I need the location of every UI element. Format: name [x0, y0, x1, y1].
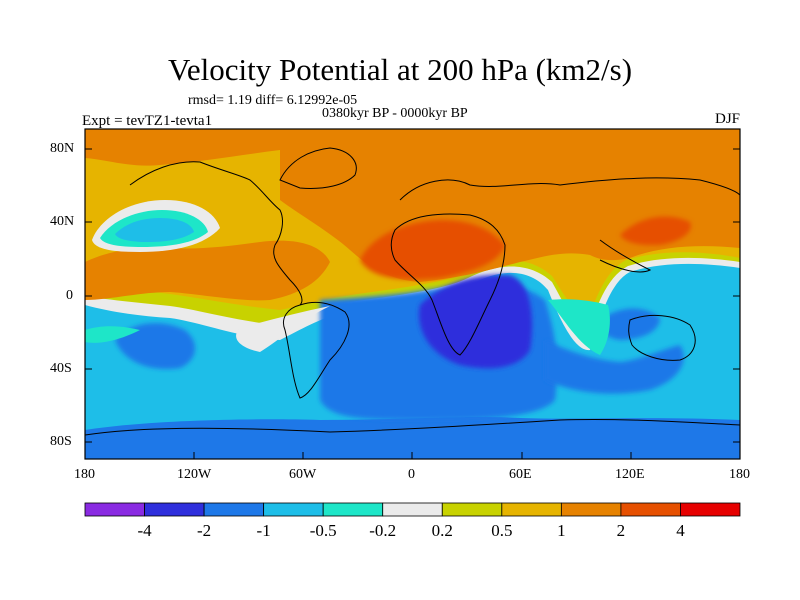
contour-fill: [85, 129, 740, 459]
time-period: 0380kyr BP - 0000kyr BP: [322, 106, 468, 121]
colorbar-label: -1: [256, 521, 271, 540]
field-sa-zero: [236, 306, 330, 352]
lat-tick-label: 40S: [50, 361, 72, 376]
lon-tick-label: 0: [408, 467, 415, 482]
field-level-1-west: [85, 240, 330, 301]
colorbar-label: 4: [676, 521, 685, 540]
tick-marks: [84, 148, 741, 459]
lon-tick-label: 60E: [509, 467, 532, 482]
colorbar-label: 0.5: [491, 521, 513, 540]
field-io-neg02: [548, 299, 610, 355]
lat-tick-label: 80N: [50, 141, 75, 156]
colorbar-swatch: [203, 502, 265, 517]
colorbar-label: -0.2: [369, 521, 397, 540]
colorbar-label: 0.2: [431, 521, 453, 540]
coast-africa: [390, 213, 506, 356]
coast-antarctica: [85, 418, 740, 436]
colorbar-label: 1: [557, 521, 566, 540]
colorbar-swatch: [84, 502, 145, 517]
field-pacific-neg1: [115, 323, 196, 370]
colorbar: [84, 502, 741, 517]
colorbar-swatch: [382, 502, 443, 517]
field-pacific-neg05: [115, 218, 194, 242]
lon-tick-label: 120W: [177, 467, 212, 482]
season-label: DJF: [714, 111, 740, 127]
field-level-2-africa: [360, 220, 505, 280]
coast-north-america: [129, 161, 303, 306]
colorbar-swatch: [441, 502, 503, 517]
rmsd-diff-stats: rmsd= 1.19 diff= 6.12992e-05: [188, 93, 358, 108]
coast-greenland: [279, 147, 357, 189]
lon-tick-label: 180: [729, 467, 750, 482]
lon-tick-label: 180: [74, 467, 95, 482]
coastlines: [85, 147, 740, 436]
colorbar-swatch: [620, 502, 681, 517]
coast-australia: [628, 315, 696, 361]
field-africa-neg2: [419, 274, 533, 369]
lat-tick-label: 40N: [50, 214, 75, 229]
colorbar-label: -4: [137, 521, 152, 540]
colorbar-swatch: [322, 502, 384, 517]
colorbar-swatch: [263, 502, 324, 517]
colorbar-label: -2: [196, 521, 212, 540]
colorbar-swatch: [560, 502, 622, 517]
coast-eurasia: [399, 177, 740, 273]
colorbar-swatch: [501, 502, 562, 517]
lat-tick-label: 80S: [50, 434, 72, 449]
lat-tick-label: 0: [66, 288, 73, 303]
experiment-label: Expt = tevTZ1-tevta1: [82, 113, 213, 129]
field-west-neg02: [85, 326, 140, 343]
field-level-2-asia: [620, 216, 691, 246]
colorbar-swatch: [680, 502, 741, 517]
colorbar-label: -0.5: [309, 521, 337, 540]
map-title: Velocity Potential at 200 hPa (km2/s): [167, 52, 633, 87]
field-indian-neg1: [545, 340, 684, 394]
lon-tick-label: 120E: [615, 467, 645, 482]
colorbar-label: 2: [616, 521, 626, 540]
field-antarctic-neg1: [85, 417, 740, 459]
lon-tick-label: 60W: [289, 467, 317, 482]
coast-south-america: [283, 301, 350, 399]
field-level-1-north: [85, 129, 280, 166]
colorbar-swatch: [144, 502, 205, 517]
